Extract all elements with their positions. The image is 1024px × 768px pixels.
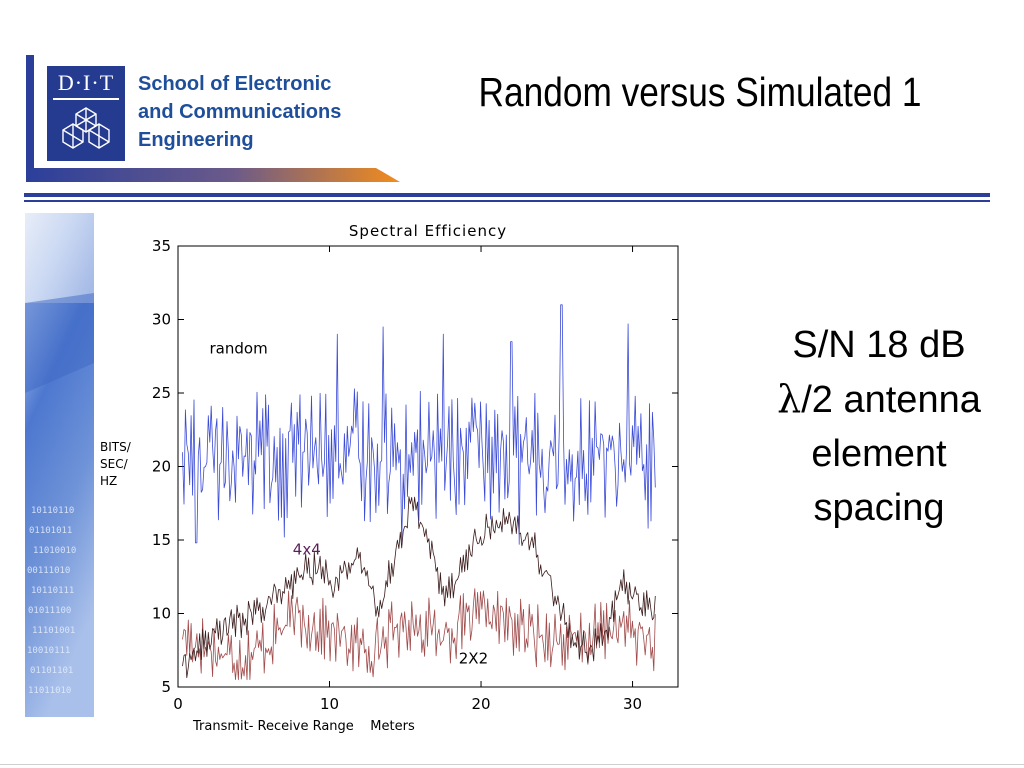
- svg-text:10010111: 10010111: [27, 646, 70, 656]
- y-axis-label-line-3: HZ: [100, 474, 117, 488]
- series-line-4x4: [182, 496, 656, 679]
- slide-notes: S/N 18 dB λ/2 antenna element spacing: [756, 318, 1002, 535]
- annotation-4x4: 4x4: [293, 541, 321, 559]
- svg-text:01011100: 01011100: [28, 606, 71, 616]
- x-tick-label: 20: [471, 695, 490, 713]
- x-tick-label: 0: [173, 695, 183, 713]
- logo-text: D·I·T: [57, 70, 115, 95]
- side-decorative-image: 10110110 01101011 11010010 00111010 1011…: [25, 213, 94, 717]
- svg-text:00111010: 00111010: [27, 566, 70, 576]
- chart-series: [182, 304, 656, 681]
- footer-divider: [0, 764, 1024, 765]
- svg-text:11010010: 11010010: [33, 546, 76, 556]
- svg-text:11011010: 11011010: [28, 686, 71, 696]
- y-tick-label: 5: [161, 678, 171, 696]
- note-antenna-spacing: λ/2 antenna: [756, 372, 1002, 427]
- y-tick-label: 30: [152, 311, 171, 329]
- y-tick-label: 20: [152, 458, 171, 476]
- svg-text:01101101: 01101101: [30, 666, 73, 676]
- slide-title: Random versus Simulated 1: [478, 69, 922, 115]
- lambda-symbol: λ: [777, 377, 802, 421]
- svg-text:01101011: 01101011: [29, 526, 72, 536]
- header-divider-thin: [24, 200, 990, 202]
- annotation-2x2: 2X2: [459, 649, 488, 667]
- note-spacing: spacing: [813, 487, 945, 529]
- note-signal-to-noise: S/N 18 dB: [792, 324, 966, 366]
- series-line-2x2: [182, 588, 656, 681]
- logo-accent-bar: [26, 55, 34, 180]
- y-axis-label-line-1: BITS/: [100, 440, 132, 454]
- school-name: School of Electronic and Communications …: [138, 73, 342, 151]
- logo-swoosh: [26, 168, 400, 182]
- svg-text:10110111: 10110111: [31, 586, 74, 596]
- note-element: element: [811, 433, 947, 475]
- y-axis-label-line-2: SEC/: [100, 457, 129, 471]
- svg-text:11101001: 11101001: [32, 626, 75, 636]
- dit-emblem-icon: [62, 107, 110, 149]
- chart-axes: 5 10 15 20 25 30 35 0 10 20 30: [152, 237, 678, 713]
- logo-divider: [53, 98, 119, 100]
- y-tick-label: 25: [152, 384, 171, 402]
- svg-text:10110110: 10110110: [31, 506, 74, 516]
- header-divider: [24, 193, 990, 197]
- y-tick-label: 15: [152, 531, 171, 549]
- x-axis-label: Transmit- Receive Range Meters: [192, 719, 415, 734]
- x-tick-label: 10: [320, 695, 339, 713]
- chart-title: Spectral Efficiency: [349, 222, 507, 240]
- y-tick-label: 35: [152, 237, 171, 255]
- y-tick-label: 10: [152, 605, 171, 623]
- chart-annotations: random 4x4 2X2: [210, 339, 489, 667]
- series-line-random: [182, 304, 656, 545]
- annotation-random: random: [210, 339, 268, 357]
- dit-logo: D·I·T: [47, 66, 125, 161]
- x-tick-label: 30: [623, 695, 642, 713]
- note-antenna-text: /2 antenna: [801, 379, 981, 421]
- spectral-efficiency-chart: Spectral Efficiency BITS/ SEC/ HZ Transm…: [100, 222, 679, 734]
